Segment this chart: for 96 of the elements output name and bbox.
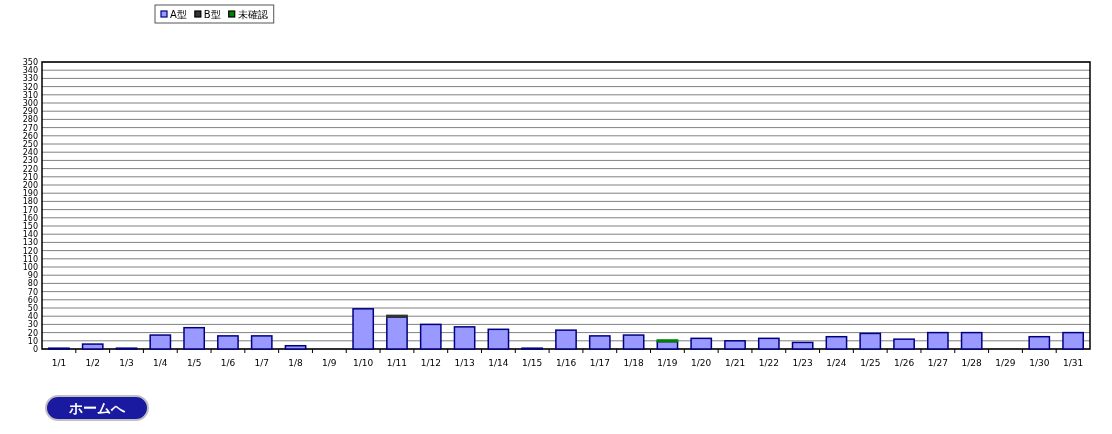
x-tick-label: 1/26 <box>893 358 915 368</box>
y-tick-label: 200 <box>22 181 38 190</box>
x-tick-label: 1/16 <box>555 358 577 368</box>
x-tick-label: 1/27 <box>927 358 948 368</box>
x-tick-label: 1/29 <box>995 358 1016 368</box>
bar <box>791 341 814 350</box>
y-tick-label: 10 <box>27 336 38 346</box>
bar <box>217 335 239 350</box>
bar <box>690 337 713 350</box>
bar <box>386 316 408 350</box>
y-tick-label: 80 <box>27 279 38 289</box>
y-tick-label: 330 <box>22 74 38 84</box>
x-tick-label: 1/19 <box>657 358 678 368</box>
x-tick-label: 1/22 <box>758 358 779 368</box>
bar <box>960 331 983 350</box>
x-tick-label: 1/23 <box>792 358 813 368</box>
y-tick-label: 150 <box>22 222 38 231</box>
bar <box>622 334 645 350</box>
y-tick-label: 60 <box>27 295 38 305</box>
legend-label: B型 <box>203 9 221 20</box>
x-tick-label: 1/4 <box>153 358 168 368</box>
x-tick-label: 1/9 <box>322 358 337 368</box>
x-tick-label: 1/17 <box>589 358 610 368</box>
y-tick-label: 100 <box>22 263 38 272</box>
bar <box>588 335 611 350</box>
y-tick-label: 220 <box>22 164 38 174</box>
x-tick-label: 1/18 <box>623 358 644 368</box>
y-tick-label: 140 <box>22 230 38 240</box>
bar <box>859 332 882 350</box>
bar <box>453 326 476 350</box>
bar <box>1062 331 1084 350</box>
button: ホームへ <box>45 395 149 421</box>
y-tick-label: 30 <box>27 320 38 330</box>
x-tick-label: 1/20 <box>691 358 712 368</box>
y-tick-label: 110 <box>22 254 38 264</box>
x-tick-label: 1/30 <box>1029 358 1050 368</box>
y-tick-label: 320 <box>22 82 38 92</box>
y-tick-label: 280 <box>22 115 38 125</box>
y-tick-label: 190 <box>22 189 38 199</box>
y-tick-label: 260 <box>22 131 38 141</box>
y-tick-label: 0 <box>32 345 38 354</box>
x-tick-label: 1/24 <box>826 358 847 368</box>
bar <box>419 323 442 350</box>
y-tick-label: 290 <box>22 107 38 117</box>
legend-label: 未確認 <box>237 9 268 20</box>
y-tick-label: 20 <box>27 328 38 338</box>
y-tick-label: 170 <box>22 205 38 215</box>
x-tick-label: 1/28 <box>961 358 983 368</box>
x-tick-label: 1/2 <box>85 358 100 368</box>
y-tick-label: 40 <box>27 312 38 322</box>
bar <box>250 335 273 350</box>
y-tick-label: 300 <box>22 99 38 108</box>
y-tick-label: 50 <box>27 304 38 313</box>
bar <box>352 308 375 350</box>
bar <box>893 338 915 350</box>
y-tick-label: 90 <box>27 271 38 281</box>
x-tick-label: 1/12 <box>420 358 441 368</box>
x-tick-label: 1/3 <box>119 358 134 368</box>
bar <box>724 340 746 350</box>
bar <box>757 337 780 350</box>
x-tick-label: 1/7 <box>254 358 269 368</box>
y-tick-label: 160 <box>22 213 38 223</box>
y-tick-label: 350 <box>22 58 38 67</box>
x-tick-label: 1/21 <box>724 358 746 368</box>
x-tick-label: 1/13 <box>454 358 475 368</box>
x-tick-label: 1/15 <box>522 358 543 368</box>
bar <box>1028 335 1051 350</box>
y-tick-label: 130 <box>22 238 38 248</box>
bar <box>555 329 577 350</box>
x-tick-label: 1/1 <box>51 358 67 368</box>
bar <box>284 344 307 350</box>
bar <box>149 334 172 350</box>
y-tick-label: 250 <box>22 140 38 149</box>
y-tick-label: 340 <box>22 66 38 76</box>
y-tick-label: 120 <box>22 246 38 256</box>
bar <box>825 335 848 350</box>
bar <box>487 328 510 350</box>
x-tick-label: 1/5 <box>186 358 202 368</box>
legend-label: A型 <box>170 9 187 20</box>
x-tick-label: 1/31 <box>1062 358 1084 368</box>
x-tick-label: 1/8 <box>288 358 304 368</box>
x-tick-label: 1/25 <box>860 358 881 368</box>
y-tick-label: 70 <box>27 287 38 297</box>
bar <box>81 343 104 350</box>
x-tick-label: 1/10 <box>353 358 374 368</box>
x-tick-label: 1/11 <box>386 358 408 368</box>
y-tick-label: 240 <box>22 148 38 158</box>
x-tick-label: 1/14 <box>488 358 509 368</box>
y-tick-label: 310 <box>22 90 38 100</box>
x-tick-label: 1/6 <box>220 358 236 368</box>
y-tick-label: 180 <box>22 197 38 207</box>
y-tick-label: 270 <box>22 123 38 133</box>
bar <box>183 326 206 350</box>
y-tick-label: 230 <box>22 156 38 166</box>
y-tick-label: 210 <box>22 172 38 182</box>
bar <box>926 331 949 350</box>
